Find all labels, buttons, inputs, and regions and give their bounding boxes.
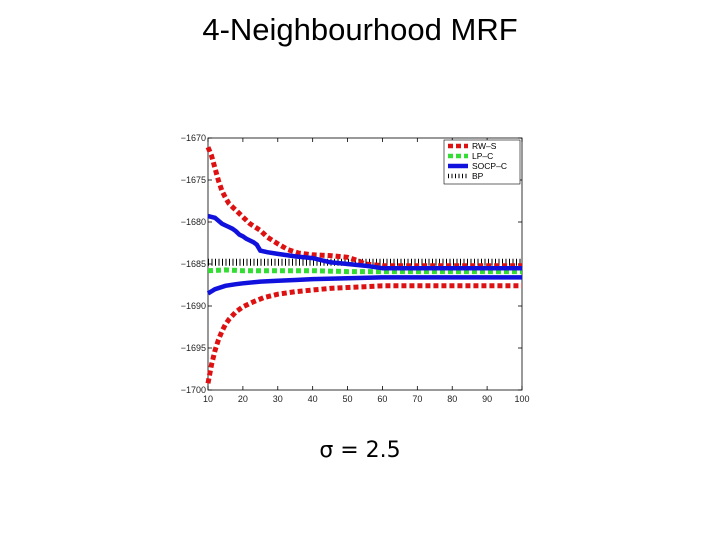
y-tick-label: −1685: [181, 259, 206, 269]
x-tick-label: 50: [343, 394, 353, 404]
y-tick-label: −1690: [181, 301, 206, 311]
sigma-caption: σ = 2.5: [319, 438, 401, 463]
x-tick-label: 20: [238, 394, 248, 404]
x-tick-label: 100: [514, 394, 529, 404]
series-line-lp-c: [207, 267, 522, 275]
chart-container: 10 20 30 40 50 60 70 80 90 100 −1670 −1675 −1680 −168…: [160, 128, 540, 410]
y-tick-label: −1700: [181, 385, 206, 395]
x-tick-label: 60: [377, 394, 387, 404]
slide-title: 4-Neighbourhood MRF: [202, 12, 518, 47]
axes: 10 20 30 40 50 60 70 80 90 100 −1670 −1675 −1680 −168…: [181, 133, 530, 404]
x-tick-label: 30: [273, 394, 283, 404]
series-line-rw-s: [205, 283, 522, 384]
legend-label: SOCP–C: [472, 161, 507, 171]
y-tick-label: −1675: [181, 175, 206, 185]
legend-label: LP–C: [472, 151, 493, 161]
y-tick-label: −1695: [181, 343, 206, 353]
x-tick-label: 70: [412, 394, 422, 404]
series-line-socp-c: [207, 213, 522, 271]
line-chart: 10 20 30 40 50 60 70 80 90 100 −1670 −1675 −1680 −168…: [181, 133, 530, 404]
series-layer: [205, 146, 522, 384]
x-tick-label: 90: [482, 394, 492, 404]
x-tick-label: 40: [308, 394, 318, 404]
y-tick-label: −1670: [181, 133, 206, 143]
series-line-socp-c: [206, 275, 522, 296]
y-tick-label: −1680: [181, 217, 206, 227]
legend-label: RW–S: [472, 141, 497, 151]
x-tick-label: 80: [447, 394, 457, 404]
x-tick-label: 10: [203, 394, 213, 404]
legend-label: BP: [472, 171, 484, 181]
